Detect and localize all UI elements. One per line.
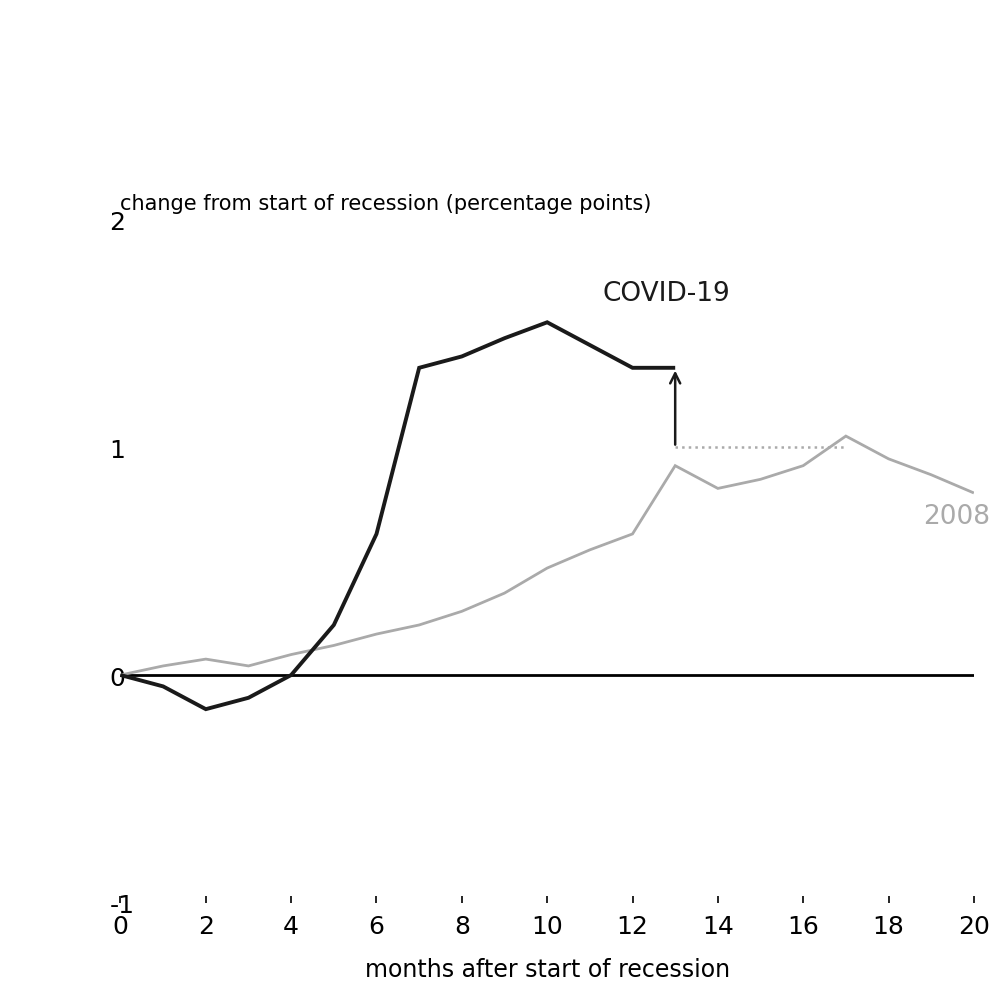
Text: COVID-19: COVID-19 xyxy=(602,281,729,307)
Text: 2008: 2008 xyxy=(922,504,989,530)
X-axis label: months after start of recession: months after start of recession xyxy=(364,957,729,981)
Text: change from start of recession (percentage points): change from start of recession (percenta… xyxy=(120,194,651,214)
